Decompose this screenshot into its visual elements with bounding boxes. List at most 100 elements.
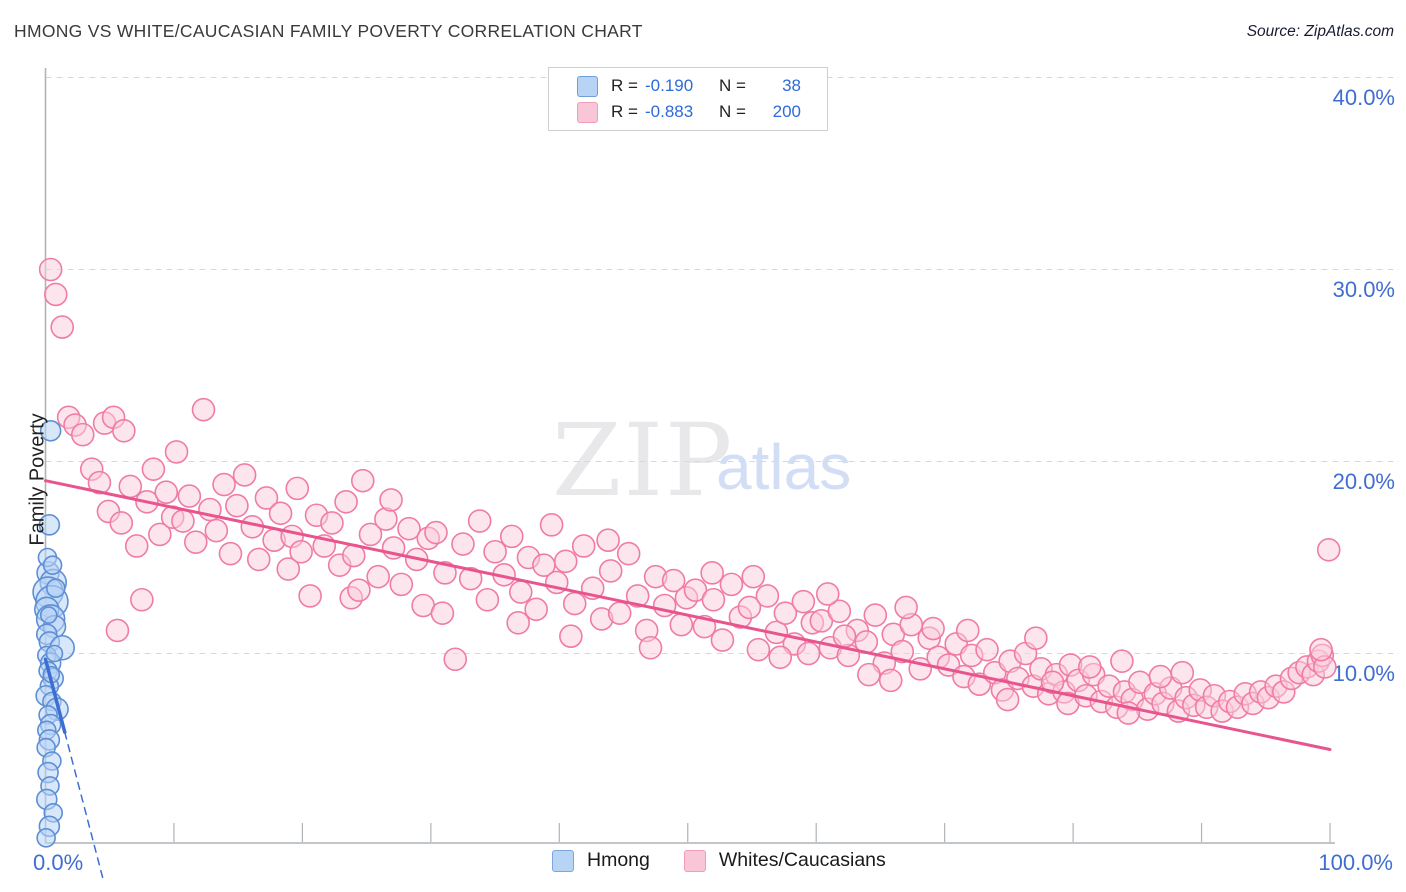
y-tick-label-40: 40.0% bbox=[1332, 84, 1395, 110]
whites-data-point bbox=[379, 488, 403, 512]
r-label: R = bbox=[611, 76, 638, 95]
whites-data-point bbox=[276, 557, 301, 581]
series-legend: Hmong Whites/Caucasians bbox=[552, 849, 886, 872]
whites-data-point bbox=[596, 528, 620, 553]
hmong-data-point bbox=[36, 828, 56, 848]
hmong-data-point bbox=[45, 644, 64, 663]
whites-data-point bbox=[1170, 660, 1195, 685]
n-value-whites: 200 bbox=[772, 102, 801, 121]
whites-data-point bbox=[424, 520, 448, 545]
whites-data-point bbox=[1316, 538, 1341, 562]
whites-data-point bbox=[553, 549, 578, 574]
whites-legend-swatch bbox=[577, 101, 598, 123]
whites-data-point bbox=[289, 539, 313, 564]
whites-data-point bbox=[878, 668, 903, 693]
watermark-atlas: atlas bbox=[716, 431, 852, 503]
whites-data-point bbox=[177, 484, 202, 508]
whites-data-point bbox=[109, 511, 134, 535]
whites-data-point bbox=[350, 468, 375, 493]
whites-data-point bbox=[746, 637, 771, 662]
whites-data-point bbox=[700, 561, 724, 585]
whites-data-point bbox=[607, 601, 632, 625]
whites-data-point bbox=[773, 601, 798, 625]
n-value-hmong: 38 bbox=[782, 76, 801, 95]
whites-data-point bbox=[524, 597, 548, 622]
whites-data-point bbox=[320, 511, 344, 535]
whites-data-point bbox=[559, 624, 583, 649]
r-label: R = bbox=[611, 102, 638, 121]
y-tick-label-10: 10.0% bbox=[1332, 660, 1395, 686]
correlation-legend-box: R = -0.190 N = 38 R = -0.883 N = 200 bbox=[548, 67, 828, 131]
whites-data-point bbox=[809, 609, 834, 633]
hmong-swatch bbox=[552, 849, 574, 872]
whites-data-point bbox=[154, 480, 179, 505]
legend-row-hmong: R = -0.190 N = 38 bbox=[577, 75, 827, 97]
whites-data-point bbox=[430, 601, 455, 625]
whites-data-point bbox=[112, 418, 136, 443]
whites-data-point bbox=[254, 486, 279, 510]
whites-data-point bbox=[268, 501, 293, 526]
whites-data-point bbox=[225, 493, 249, 518]
watermark-zip: ZIP bbox=[552, 402, 735, 519]
whites-data-point bbox=[1309, 637, 1333, 662]
source-attribution: Source: ZipAtlas.com bbox=[1246, 23, 1394, 40]
whites-data-point bbox=[70, 422, 95, 447]
whites-data-point bbox=[130, 587, 154, 612]
y-tick-label-20: 20.0% bbox=[1332, 468, 1395, 494]
whites-data-point bbox=[1148, 664, 1173, 689]
whites-data-point bbox=[827, 599, 852, 624]
hmong-legend-label: Hmong bbox=[587, 849, 650, 871]
whites-data-point bbox=[475, 587, 500, 612]
whites-data-point bbox=[366, 564, 390, 589]
y-axis-label: Family Poverty bbox=[26, 413, 49, 546]
whites-data-point bbox=[539, 513, 564, 537]
whites-data-point bbox=[171, 509, 195, 533]
hmong-legend-swatch bbox=[577, 75, 598, 97]
n-label: N = bbox=[719, 76, 746, 95]
whites-data-point bbox=[183, 530, 208, 554]
whites-data-point bbox=[768, 645, 793, 670]
whites-data-point bbox=[50, 315, 74, 339]
whites-data-point bbox=[433, 561, 457, 585]
whites-data-point bbox=[737, 595, 762, 620]
whites-data-point bbox=[87, 470, 112, 495]
whites-data-point bbox=[815, 582, 840, 606]
whites-data-point bbox=[298, 584, 322, 608]
whites-data-point bbox=[246, 547, 271, 572]
whites-data-point bbox=[389, 572, 414, 597]
whites-data-point bbox=[890, 639, 915, 664]
whites-data-point bbox=[616, 541, 641, 566]
whites-data-point bbox=[38, 257, 63, 282]
whites-data-point bbox=[358, 522, 383, 547]
whites-data-point bbox=[458, 566, 483, 591]
whites-data-point bbox=[710, 628, 735, 652]
whites-data-point bbox=[571, 534, 596, 558]
hmong-data-point bbox=[45, 578, 66, 599]
whites-data-point bbox=[334, 490, 358, 514]
whites-data-point bbox=[562, 591, 587, 616]
whites-data-point bbox=[955, 618, 980, 643]
whites-trend-line-solid bbox=[44, 479, 1332, 751]
hmong-data-point bbox=[39, 606, 58, 624]
whites-data-point bbox=[1077, 655, 1102, 679]
whites-data-point bbox=[508, 580, 533, 604]
whites-data-point bbox=[397, 516, 421, 541]
whites-data-point bbox=[863, 603, 888, 627]
whites-legend-label: Whites/Caucasians bbox=[718, 849, 886, 871]
whites-swatch bbox=[683, 849, 706, 872]
whites-data-point bbox=[347, 578, 371, 602]
whites-data-point bbox=[741, 564, 766, 589]
whites-data-point bbox=[921, 616, 945, 641]
whites-data-point bbox=[975, 637, 999, 662]
n-label: N = bbox=[719, 102, 746, 121]
whites-data-point bbox=[148, 522, 172, 547]
whites-data-point bbox=[218, 541, 243, 566]
whites-data-point bbox=[204, 518, 229, 543]
chart-title: HMONG VS WHITE/CAUCASIAN FAMILY POVERTY … bbox=[14, 21, 643, 41]
whites-data-point bbox=[232, 463, 257, 487]
hmong-data-point bbox=[39, 419, 62, 442]
x-axis-min-label: 0.0% bbox=[33, 850, 84, 875]
legend-item-hmong: Hmong bbox=[552, 849, 650, 872]
